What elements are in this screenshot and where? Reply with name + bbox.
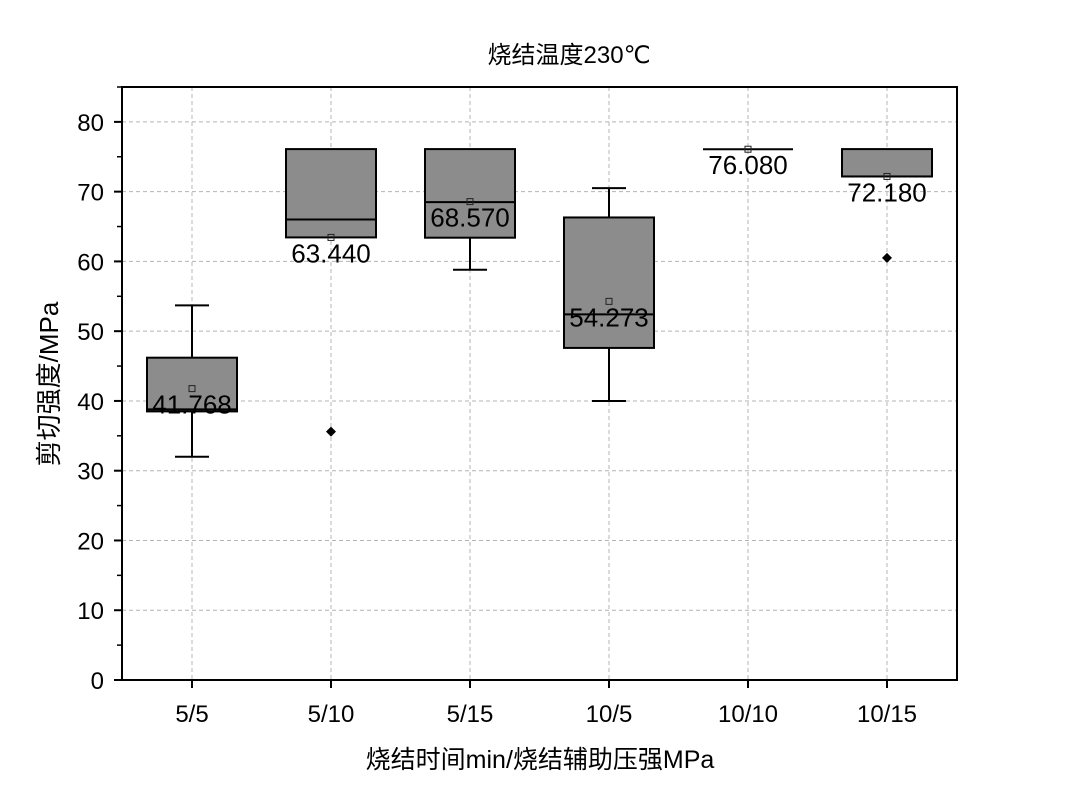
box-body — [563, 216, 655, 349]
y-tick-label: 50 — [77, 319, 104, 346]
mean-data-label: 63.440 — [291, 238, 371, 268]
mean-data-label: 72.180 — [847, 177, 927, 207]
y-tick-label: 80 — [77, 110, 104, 137]
grid-layer — [122, 87, 957, 680]
x-tick-label: 10/10 — [718, 701, 778, 728]
y-tick-label: 70 — [77, 180, 104, 207]
box-5-15: 68.570 — [424, 148, 516, 271]
mean-marker — [744, 145, 752, 153]
box-body — [424, 148, 516, 239]
box-10-5: 54.273 — [563, 187, 655, 402]
y-tick-label: 0 — [91, 668, 104, 695]
box-body — [841, 148, 933, 178]
plot-frame — [121, 86, 958, 681]
x-tick-label: 5/10 — [308, 701, 355, 728]
mean-data-label: 68.570 — [430, 203, 510, 233]
y-tick-label: 20 — [77, 528, 104, 555]
axis-layer: 0 10 20 30 40 50 60 70 80 5/5 5/10 5/15 10/5 10/10 10/… — [77, 86, 917, 728]
chart-title: 烧结温度230℃ — [488, 42, 651, 69]
x-tick-label: 10/15 — [857, 701, 917, 728]
box-body — [285, 148, 377, 239]
y-tick-label: 30 — [77, 459, 104, 486]
box-body — [146, 356, 238, 413]
x-tick-label: 5/15 — [447, 701, 494, 728]
box-layer: 41.768 63.440 68.570 54.273 76.080 72.180 — [146, 145, 933, 458]
mean-marker — [327, 233, 335, 241]
x-axis-label: 烧结时间min/烧结辅助压强MPa — [366, 746, 715, 774]
y-axis-label: 剪切强度/MPa — [34, 301, 64, 466]
outlier-point — [882, 252, 892, 263]
outlier-point — [326, 426, 336, 437]
x-tick-label: 5/5 — [175, 701, 208, 728]
mean-marker — [605, 297, 613, 305]
y-tick-label: 10 — [77, 598, 104, 625]
box-5-10: 63.440 — [285, 148, 377, 437]
x-tick-label: 10/5 — [586, 701, 633, 728]
y-tick-label: 60 — [77, 249, 104, 276]
box-10-15: 72.180 — [841, 148, 933, 263]
box-10-10: 76.080 — [703, 145, 793, 180]
mean-marker — [466, 198, 474, 206]
y-tick-label: 40 — [77, 389, 104, 416]
mean-data-label: 41.768 — [152, 390, 232, 420]
box-5-5: 41.768 — [146, 304, 238, 458]
mean-data-label: 54.273 — [569, 302, 649, 332]
mean-marker — [188, 385, 196, 393]
mean-marker — [883, 172, 891, 180]
mean-data-label: 76.080 — [708, 150, 788, 180]
